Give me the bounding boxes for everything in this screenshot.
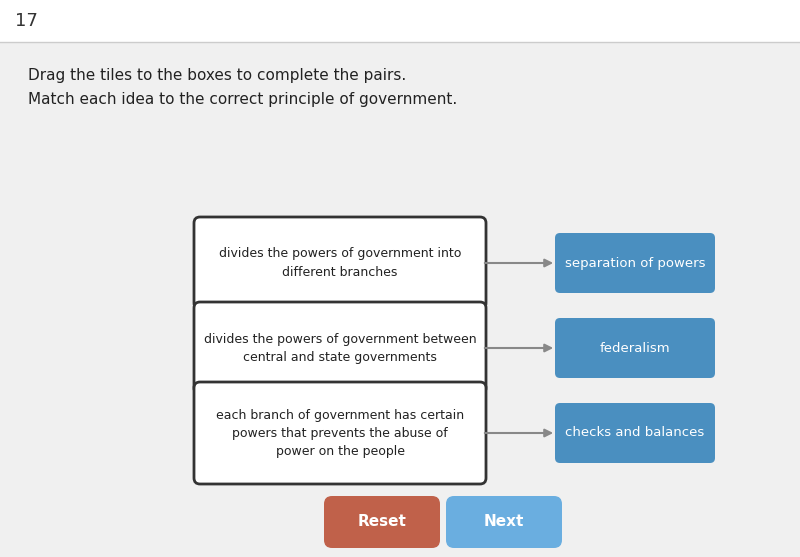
FancyBboxPatch shape	[0, 0, 800, 42]
Text: Reset: Reset	[358, 515, 406, 530]
FancyBboxPatch shape	[555, 318, 715, 378]
Text: 17: 17	[15, 12, 38, 30]
FancyBboxPatch shape	[446, 496, 562, 548]
FancyBboxPatch shape	[555, 233, 715, 293]
Text: Match each idea to the correct principle of government.: Match each idea to the correct principle…	[28, 92, 458, 107]
FancyBboxPatch shape	[194, 217, 486, 309]
Text: divides the powers of government into
different branches: divides the powers of government into di…	[219, 247, 461, 278]
FancyBboxPatch shape	[555, 403, 715, 463]
FancyBboxPatch shape	[194, 302, 486, 394]
FancyBboxPatch shape	[194, 382, 486, 484]
Text: Next: Next	[484, 515, 524, 530]
FancyBboxPatch shape	[324, 496, 440, 548]
Text: divides the powers of government between
central and state governments: divides the powers of government between…	[204, 333, 476, 364]
Text: separation of powers: separation of powers	[565, 257, 706, 270]
FancyBboxPatch shape	[0, 42, 800, 557]
Text: each branch of government has certain
powers that prevents the abuse of
power on: each branch of government has certain po…	[216, 408, 464, 457]
Text: federalism: federalism	[600, 341, 670, 354]
Text: Drag the tiles to the boxes to complete the pairs.: Drag the tiles to the boxes to complete …	[28, 68, 406, 83]
Text: checks and balances: checks and balances	[566, 427, 705, 439]
